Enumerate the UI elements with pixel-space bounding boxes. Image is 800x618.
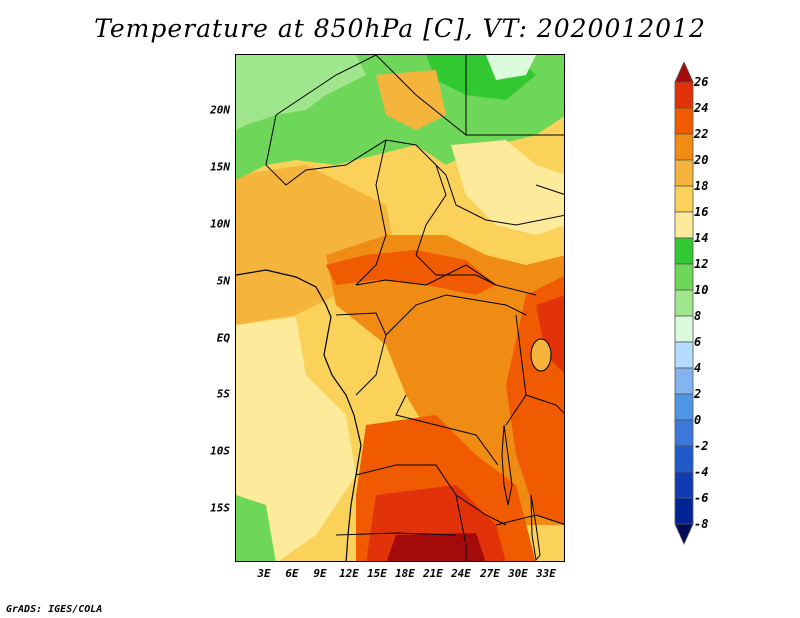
colorbar — [674, 62, 694, 545]
lon-label-30e: 30E — [508, 567, 528, 580]
lat-label-20n: 20N — [210, 103, 230, 117]
lat-label-10n: 10N — [210, 217, 230, 231]
temperature-map — [235, 54, 565, 562]
lon-label-3e: 3E — [257, 567, 271, 580]
colorbar-segment — [674, 133, 694, 161]
lat-label-eq: EQ — [216, 331, 230, 345]
lon-label-24e: 24E — [451, 567, 471, 580]
map-canvas — [236, 55, 564, 561]
lon-label-33e: 33E — [536, 567, 556, 580]
temp-field-pale-west — [236, 317, 356, 561]
colorbar-tick-label: -4 — [694, 465, 709, 479]
colorbar-segment — [674, 497, 694, 525]
colorbar-segment — [674, 341, 694, 369]
lake-malawi — [530, 494, 541, 561]
temp-field-green-sw — [236, 495, 276, 561]
colorbar-segment — [674, 81, 694, 109]
colorbar-tick-label: 0 — [694, 413, 702, 427]
colorbar-segment — [674, 263, 694, 291]
lake-tanganyika — [501, 424, 513, 506]
colorbar-bottom-triangle — [674, 523, 694, 545]
lat-label-10s: 10S — [210, 444, 230, 458]
lon-label-21e: 21E — [423, 567, 443, 580]
lon-label-9e: 9E — [313, 567, 327, 580]
lat-label-5n: 5N — [216, 274, 230, 288]
colorbar-segment — [674, 393, 694, 421]
colorbar-segment — [674, 367, 694, 395]
temp-field-orange-central — [326, 235, 564, 525]
colorbar-tick-label: 26 — [694, 75, 709, 89]
lat-label-15n: 15N — [210, 160, 230, 174]
temp-field-hottest-south — [386, 533, 486, 561]
colorbar-segment — [674, 237, 694, 265]
temp-field-pale-sudan — [451, 140, 564, 235]
colorbar-segment — [674, 159, 694, 187]
colorbar-tick-label: 20 — [694, 153, 709, 167]
temp-field-cool-n — [486, 55, 536, 80]
colorbar-tick-label: -8 — [694, 517, 709, 531]
temp-field-lightgreen-nw — [236, 55, 366, 130]
lat-label-5s: 5S — [216, 387, 230, 401]
colorbar-tick-label: 8 — [694, 309, 702, 323]
colorbar-top-triangle — [674, 62, 694, 83]
lon-label-6e: 6E — [285, 567, 299, 580]
lon-label-15e: 15E — [367, 567, 387, 580]
colorbar-tick-label: 12 — [694, 257, 709, 271]
colorbar-tick-label: 24 — [694, 101, 709, 115]
temp-field-hot-band — [326, 250, 496, 295]
lat-label-15s: 15S — [210, 501, 230, 515]
colorbar-tick-label: 18 — [694, 179, 709, 193]
colorbar-tick-label: 22 — [694, 127, 709, 141]
lon-label-27e: 27E — [480, 567, 500, 580]
lon-label-18e: 18E — [395, 567, 415, 580]
country-borders — [265, 55, 564, 561]
temp-field-sahara-warm — [376, 70, 446, 130]
credit-text: GrADS: IGES/COLA — [6, 604, 103, 615]
colorbar-segment — [674, 185, 694, 213]
colorbar-segment — [674, 419, 694, 447]
colorbar-tick-label: -2 — [694, 439, 709, 453]
colorbar-segment — [674, 471, 694, 499]
colorbar-segment — [674, 289, 694, 317]
lon-label-12e: 12E — [339, 567, 359, 580]
colorbar-tick-label: 6 — [694, 335, 702, 349]
coastline — [236, 269, 362, 561]
colorbar-segment — [674, 445, 694, 473]
colorbar-tick-label: 4 — [694, 361, 702, 375]
colorbar-tick-label: 14 — [694, 231, 709, 245]
colorbar-tick-label: 10 — [694, 283, 709, 297]
colorbar-segment — [674, 315, 694, 343]
lake-victoria — [530, 338, 552, 372]
colorbar-tick-label: 2 — [694, 387, 702, 401]
colorbar-tick-label: -6 — [694, 491, 709, 505]
colorbar-segment — [674, 107, 694, 135]
colorbar-tick-label: 16 — [694, 205, 709, 219]
map-title: Temperature at 850hPa [C], VT: 202001201… — [94, 14, 706, 43]
temp-field-veryhot-east — [536, 295, 564, 373]
colorbar-segment — [674, 211, 694, 239]
